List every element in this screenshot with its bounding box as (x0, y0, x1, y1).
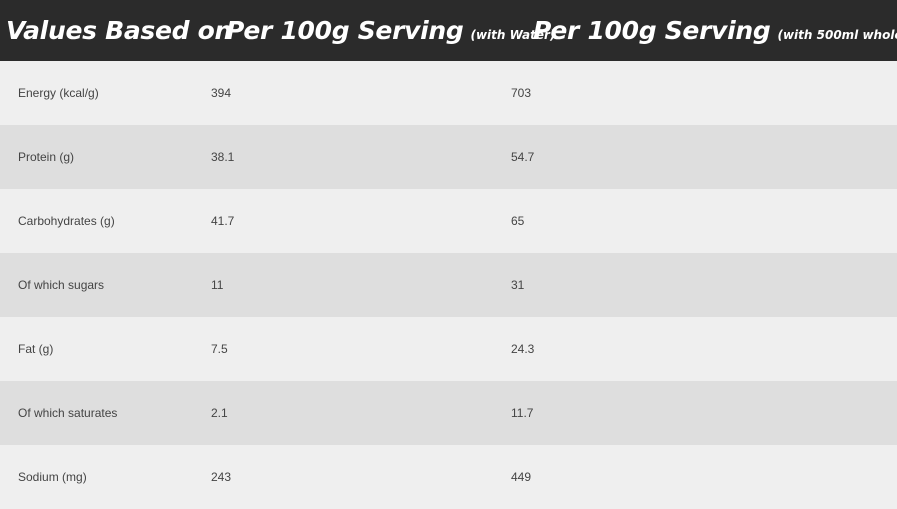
header-col3-label: Per 100g Serving (533, 16, 771, 45)
row-water-value: 41.7 (211, 214, 235, 228)
header-col1-label: Values Based on (6, 16, 233, 45)
header-water-column: Per 100g Serving (with Water) (226, 16, 555, 45)
row-water-value: 2.1 (211, 406, 228, 420)
table-row: Sodium (mg) 243 449 (0, 445, 897, 509)
row-label: Of which sugars (18, 278, 105, 292)
header-values-based-on: Values Based on (0, 16, 232, 45)
table-row: Fat (g) 7.5 24.3 (0, 317, 897, 381)
row-milk-value: 703 (511, 86, 532, 100)
table-row: Of which saturates 2.1 11.7 (0, 381, 897, 445)
row-label: Carbohydrates (g) (18, 214, 115, 228)
row-water-value: 11 (211, 278, 224, 292)
table-row: Protein (g) 38.1 54.7 (0, 125, 897, 189)
row-milk-value: 449 (511, 470, 532, 484)
header-col3-sublabel: (with 500ml whole milk) (777, 28, 897, 42)
header-milk-column: Per 100g Serving (with 500ml whole milk) (533, 16, 897, 45)
row-milk-value: 11.7 (511, 406, 534, 420)
row-milk-value: 65 (511, 214, 525, 228)
header-col2-sublabel: (with Water) (470, 28, 556, 42)
row-water-value: 7.5 (211, 342, 228, 356)
row-label: Protein (g) (18, 150, 75, 164)
row-water-value: 394 (211, 86, 232, 100)
table-row: Carbohydrates (g) 41.7 65 (0, 189, 897, 253)
row-water-value: 243 (211, 470, 232, 484)
row-milk-value: 24.3 (511, 342, 535, 356)
row-label: Of which saturates (18, 406, 118, 420)
row-water-value: 38.1 (211, 150, 235, 164)
header-col2-label: Per 100g Serving (226, 16, 464, 45)
row-label: Fat (g) (18, 342, 54, 356)
row-milk-value: 54.7 (511, 150, 535, 164)
row-label: Energy (kcal/g) (18, 86, 99, 100)
row-milk-value: 31 (511, 278, 525, 292)
table-row: Of which sugars 11 31 (0, 253, 897, 317)
table-row: Energy (kcal/g) 394 703 (0, 61, 897, 125)
table-header: Values Based on Per 100g Serving (with W… (0, 0, 897, 61)
row-label: Sodium (mg) (18, 470, 87, 484)
